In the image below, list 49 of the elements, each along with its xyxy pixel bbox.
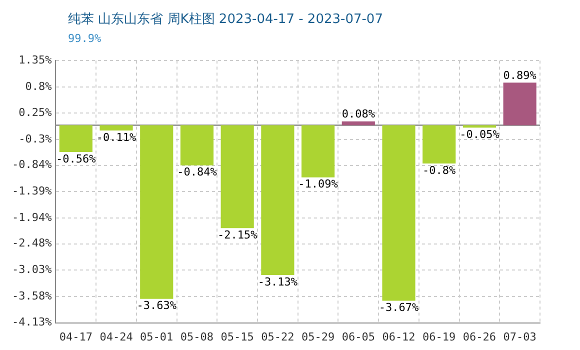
x-tick-label: 06-19 xyxy=(422,330,456,344)
data-label: -1.09% xyxy=(298,178,338,191)
x-tick-label: 05-01 xyxy=(140,330,174,344)
data-label: 0.08% xyxy=(342,108,376,121)
y-tick-label: -4.13% xyxy=(12,316,52,329)
chart-subtitle: 99.9% xyxy=(68,32,102,45)
chart-title: 纯苯 山东山东省 周K柱图 2023-04-17 - 2023-07-07 xyxy=(68,11,384,28)
data-label: -0.11% xyxy=(96,130,137,144)
x-tick-label: 05-08 xyxy=(180,330,214,344)
x-tick-label: 05-15 xyxy=(220,330,254,344)
data-label: -2.15% xyxy=(217,228,258,242)
y-tick-label: 0.8% xyxy=(25,80,52,93)
x-tick-label: 06-12 xyxy=(382,330,416,344)
y-tick-label: -3.03% xyxy=(12,263,52,276)
y-tick-label: 0.25% xyxy=(18,106,52,120)
x-tick-label: 04-24 xyxy=(100,330,134,344)
bar xyxy=(180,125,214,166)
data-label: -3.63% xyxy=(136,299,177,312)
bar xyxy=(302,125,335,178)
x-tick-label: 07-03 xyxy=(503,330,536,344)
y-tick-label: -1.94% xyxy=(12,210,52,224)
data-label: -3.67% xyxy=(378,301,419,314)
x-tick-label: 04-17 xyxy=(59,330,92,344)
bar xyxy=(342,121,375,126)
x-tick-label: 06-26 xyxy=(462,330,496,344)
data-label: -3.13% xyxy=(258,275,298,288)
x-tick-label: 05-29 xyxy=(301,330,335,344)
y-tick-label: -0.3% xyxy=(18,132,52,146)
data-label: -0.56% xyxy=(56,152,96,166)
y-tick-label: -1.39% xyxy=(12,184,52,198)
x-tick-label: 05-22 xyxy=(261,330,294,344)
bar xyxy=(100,125,133,130)
y-tick-label: -0.84% xyxy=(12,158,52,172)
y-tick-label: -2.48% xyxy=(12,236,52,250)
bar xyxy=(261,125,294,275)
y-tick-label: 1.35% xyxy=(18,53,52,66)
bar xyxy=(422,125,456,164)
bar xyxy=(59,125,92,152)
data-label: -0.8% xyxy=(422,164,456,177)
y-tick-label: -3.58% xyxy=(12,289,52,302)
bar xyxy=(382,125,416,301)
data-label: -0.05% xyxy=(460,128,500,141)
bar xyxy=(503,82,536,126)
bar xyxy=(462,125,496,128)
data-label: 0.89% xyxy=(503,68,537,82)
bar xyxy=(220,125,254,228)
x-tick-label: 06-05 xyxy=(342,330,375,344)
data-label: -0.84% xyxy=(177,166,218,179)
bar xyxy=(140,125,174,299)
